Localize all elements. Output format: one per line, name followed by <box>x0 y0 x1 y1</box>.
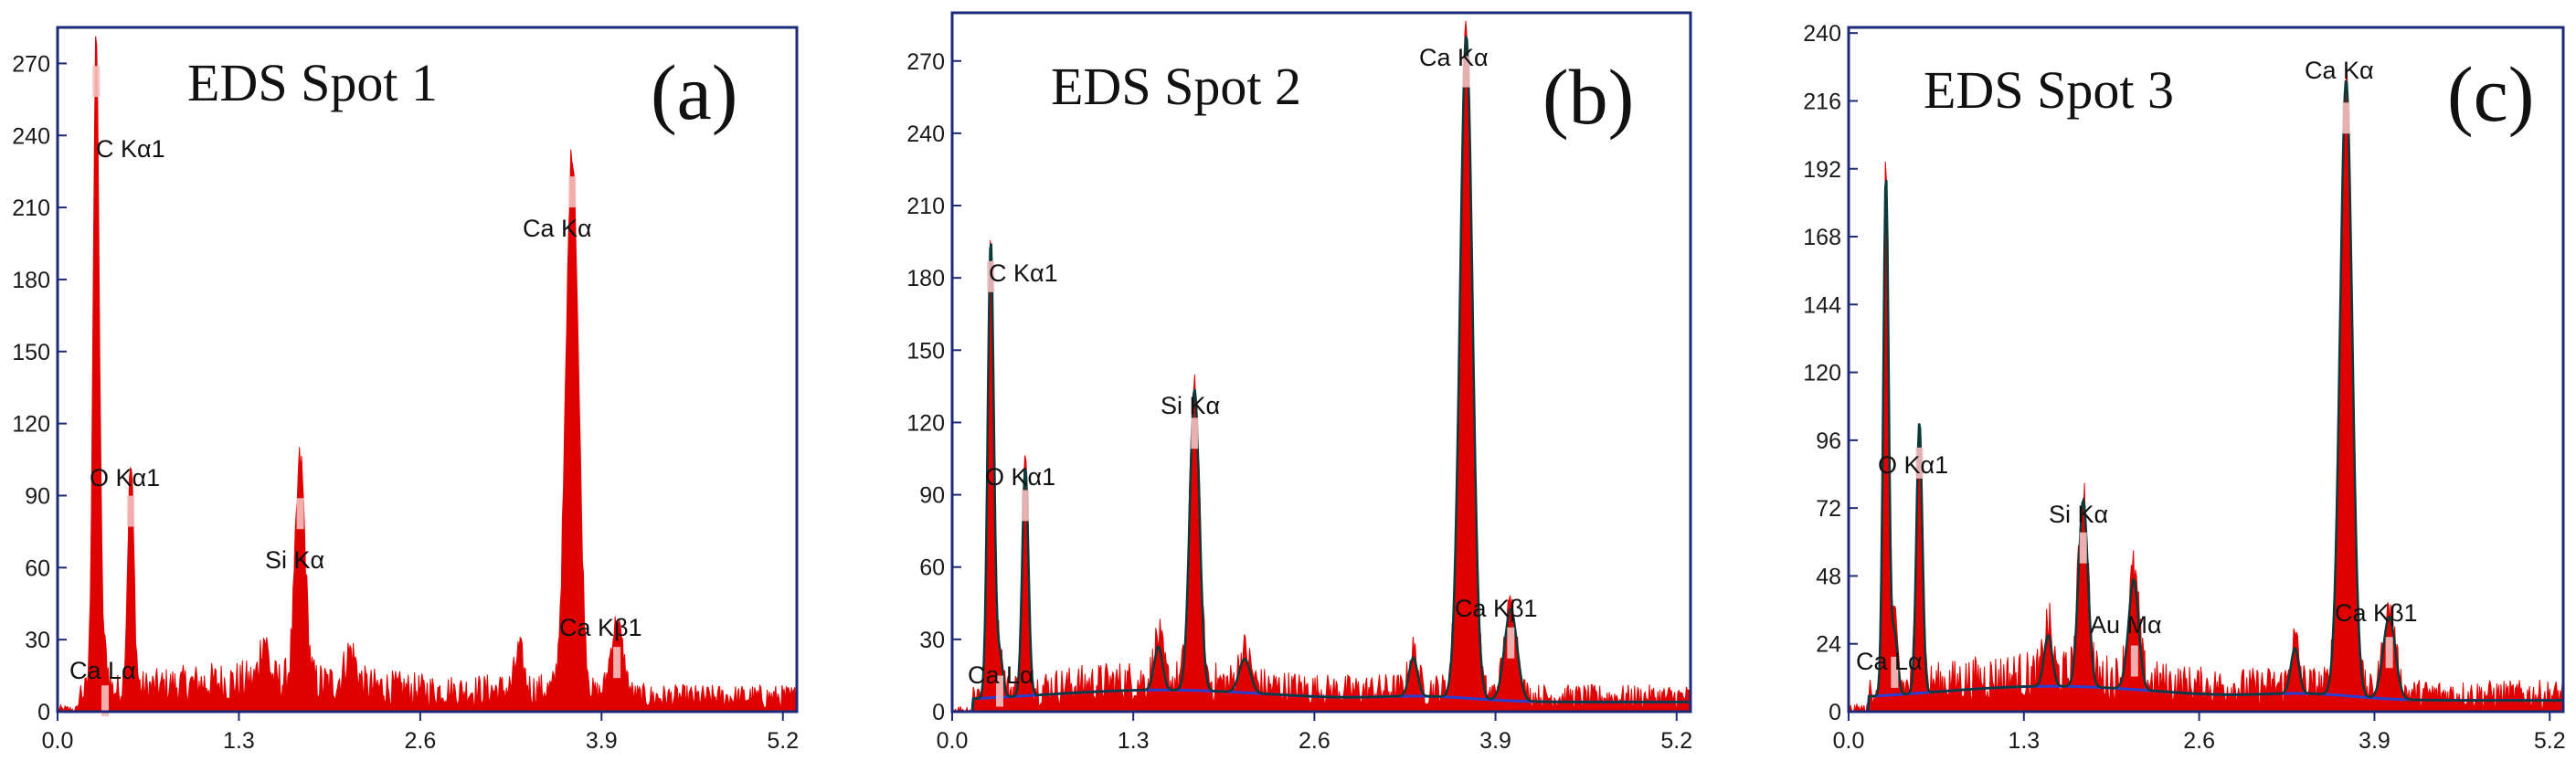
eds-panel-1: 0 30 60 90 120 150 180 210 240 270 0.0 1.3 2.6 3.9 5.2… <box>12 26 799 754</box>
spectrum-area <box>57 36 798 713</box>
panel-title: EDS Spot 1 <box>187 53 438 112</box>
peak-label: Au Mα <box>2090 611 2162 639</box>
y-tick-label: 150 <box>12 340 50 365</box>
peak-marker <box>995 675 1003 707</box>
panel-letter: (b) <box>1542 53 1634 141</box>
y-tick-label: 60 <box>919 555 945 581</box>
y-tick-label: 180 <box>906 266 945 291</box>
peak-label: Ca Kα <box>2305 57 2374 84</box>
y-tick-label: 270 <box>906 49 945 75</box>
y-tick-label: 240 <box>1803 21 1841 47</box>
peak-label: O Kα1 <box>1878 451 1948 479</box>
peak-label: Si Kα <box>2049 501 2108 528</box>
peak-marker <box>568 176 577 208</box>
x-tick-label: 2.6 <box>1299 728 1330 754</box>
y-tick-label: 30 <box>919 628 945 653</box>
peak-label: Ca Kα <box>523 215 592 242</box>
y-tick-label: 30 <box>25 628 50 653</box>
eds-panel-2: 0 30 60 90 120 150 180 210 240 270 0.0 1.3 2.6 3.9 5.2… <box>906 11 1692 754</box>
panel-letter: (c) <box>2447 50 2534 138</box>
y-tick-label: 120 <box>1803 361 1841 386</box>
peak-label: Ca Lα <box>968 661 1034 689</box>
peak-marker <box>1022 490 1030 522</box>
x-tick-label: 2.6 <box>404 728 436 754</box>
peak-marker <box>2385 637 2393 669</box>
y-tick-label: 210 <box>906 194 945 219</box>
y-tick-label: 120 <box>12 412 50 438</box>
peak-marker <box>92 66 101 98</box>
y-tick-label: 180 <box>12 268 50 293</box>
peak-label: Ca Kα <box>1419 44 1489 71</box>
y-tick-label: 96 <box>1816 428 1841 454</box>
peak-label: O Kα1 <box>90 464 160 491</box>
peak-marker <box>1462 56 1470 88</box>
plot-frame <box>950 11 1692 713</box>
y-tick-label: 0 <box>1829 700 1841 725</box>
peak-label: Si Kα <box>1161 392 1220 419</box>
x-tick-label: 5.2 <box>1660 728 1692 754</box>
y-tick-label: 24 <box>1816 632 1841 658</box>
x-tick-label: 0.0 <box>937 728 969 754</box>
peak-label: Ca Kβ1 <box>1455 595 1538 622</box>
peak-marker <box>613 647 621 679</box>
y-tick-label: 150 <box>906 338 945 364</box>
x-tick-label: 3.9 <box>2359 728 2390 754</box>
x-tick-label: 5.2 <box>2534 728 2566 754</box>
peak-fit-line <box>1849 79 2563 713</box>
x-tick-label: 1.3 <box>2008 728 2040 754</box>
peak-marker <box>987 260 995 292</box>
peak-label: Ca Lα <box>69 657 136 684</box>
peak-label: Si Kα <box>265 546 324 574</box>
peak-marker <box>2079 532 2087 564</box>
peak-label: Ca Kβ1 <box>559 614 642 641</box>
y-tick-label: 0 <box>932 700 945 725</box>
peak-label: Ca Kβ1 <box>2335 599 2418 627</box>
x-tick-label: 1.3 <box>1118 728 1150 754</box>
plot-frame <box>1847 26 2565 713</box>
y-tick-label: 144 <box>1803 292 1841 318</box>
y-tick-label: 90 <box>919 483 945 509</box>
eds-panel-3: 0 24 48 72 96 120 144 168 192 216 240 0.0 1.3 2.6 3.9 5… <box>1803 21 2565 754</box>
x-tick-label: 0.0 <box>1833 728 1865 754</box>
peak-label: Ca Lα <box>1856 648 1923 675</box>
peak-marker <box>1507 627 1515 659</box>
panel-title: EDS Spot 2 <box>1051 57 1301 116</box>
y-tick-label: 240 <box>906 122 945 147</box>
x-tick-label: 3.9 <box>586 728 618 754</box>
y-tick-label: 216 <box>1803 89 1841 114</box>
peak-fit-line <box>952 36 1691 713</box>
peak-marker <box>296 498 304 530</box>
y-tick-label: 48 <box>1816 564 1841 589</box>
peak-marker <box>1191 417 1199 449</box>
x-tick-label: 2.6 <box>2183 728 2215 754</box>
peak-marker <box>1891 656 1899 688</box>
peak-label: C Kα1 <box>989 259 1058 287</box>
y-tick-label: 90 <box>25 483 50 509</box>
peak-marker <box>127 495 135 527</box>
panel-letter: (a) <box>651 48 737 136</box>
y-tick-label: 60 <box>25 555 50 581</box>
peak-label: C Kα1 <box>96 135 165 163</box>
peak-marker <box>1915 447 1924 479</box>
x-tick-label: 3.9 <box>1479 728 1511 754</box>
peak-marker <box>2130 645 2138 677</box>
x-tick-label: 0.0 <box>42 728 74 754</box>
x-tick-label: 5.2 <box>767 728 799 754</box>
x-tick-label: 1.3 <box>223 728 255 754</box>
peak-marker <box>2342 102 2350 134</box>
peak-label: O Kα1 <box>985 463 1055 491</box>
spectrum-area <box>1848 67 2564 713</box>
plot-frame <box>56 26 799 713</box>
y-tick-label: 168 <box>1803 225 1841 250</box>
y-tick-label: 270 <box>12 51 50 77</box>
y-tick-label: 240 <box>12 123 50 149</box>
panel-title: EDS Spot 3 <box>1924 60 2174 120</box>
y-tick-label: 210 <box>12 196 50 221</box>
y-tick-label: 120 <box>906 410 945 436</box>
y-tick-label: 192 <box>1803 157 1841 183</box>
y-tick-label: 0 <box>37 700 50 725</box>
peak-marker <box>101 685 110 717</box>
y-tick-label: 72 <box>1816 496 1841 522</box>
